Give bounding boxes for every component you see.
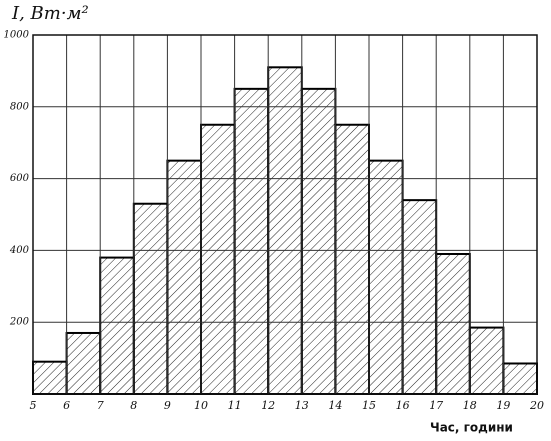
plot-frame <box>32 34 538 395</box>
x-tick-label: 9 <box>164 399 171 412</box>
x-tick-label: 15 <box>362 399 376 412</box>
x-axis-label: Час, години <box>430 421 513 435</box>
y-tick-label: 1000 <box>4 30 30 41</box>
y-tick-label: 600 <box>10 173 30 184</box>
bar <box>468 326 505 395</box>
x-tick-label: 12 <box>261 399 275 412</box>
x-tick-label: 14 <box>328 399 342 412</box>
bar <box>132 202 169 395</box>
x-tick-label: 16 <box>396 399 410 412</box>
bar <box>233 87 270 395</box>
x-tick-label: 19 <box>496 399 510 412</box>
y-tick-label: 200 <box>9 317 30 328</box>
bar <box>99 256 135 395</box>
x-tick-label: 10 <box>194 399 208 412</box>
bar <box>32 360 68 396</box>
x-tick-label: 8 <box>130 399 137 412</box>
bar <box>368 159 404 395</box>
y-axis-label: I, Вт·м² <box>11 3 89 24</box>
x-tick-label: 18 <box>463 399 477 412</box>
x-tick-label: 6 <box>63 399 70 412</box>
x-tick-label: 11 <box>228 399 242 412</box>
bar <box>502 362 538 395</box>
x-tick-label: 20 <box>529 399 544 412</box>
x-tick-label: 7 <box>97 399 104 412</box>
bar <box>166 159 202 395</box>
x-tick-label: 17 <box>429 399 443 412</box>
y-tick-label: 800 <box>10 101 30 112</box>
bar <box>65 331 102 395</box>
x-tick-label: 5 <box>30 399 37 412</box>
bar <box>334 123 370 395</box>
bar <box>435 252 471 395</box>
y-tick-label: 400 <box>9 245 30 256</box>
bar <box>267 66 303 395</box>
bar <box>300 87 337 395</box>
bar <box>200 123 236 395</box>
bar <box>401 199 438 395</box>
x-tick-label: 13 <box>295 399 309 412</box>
